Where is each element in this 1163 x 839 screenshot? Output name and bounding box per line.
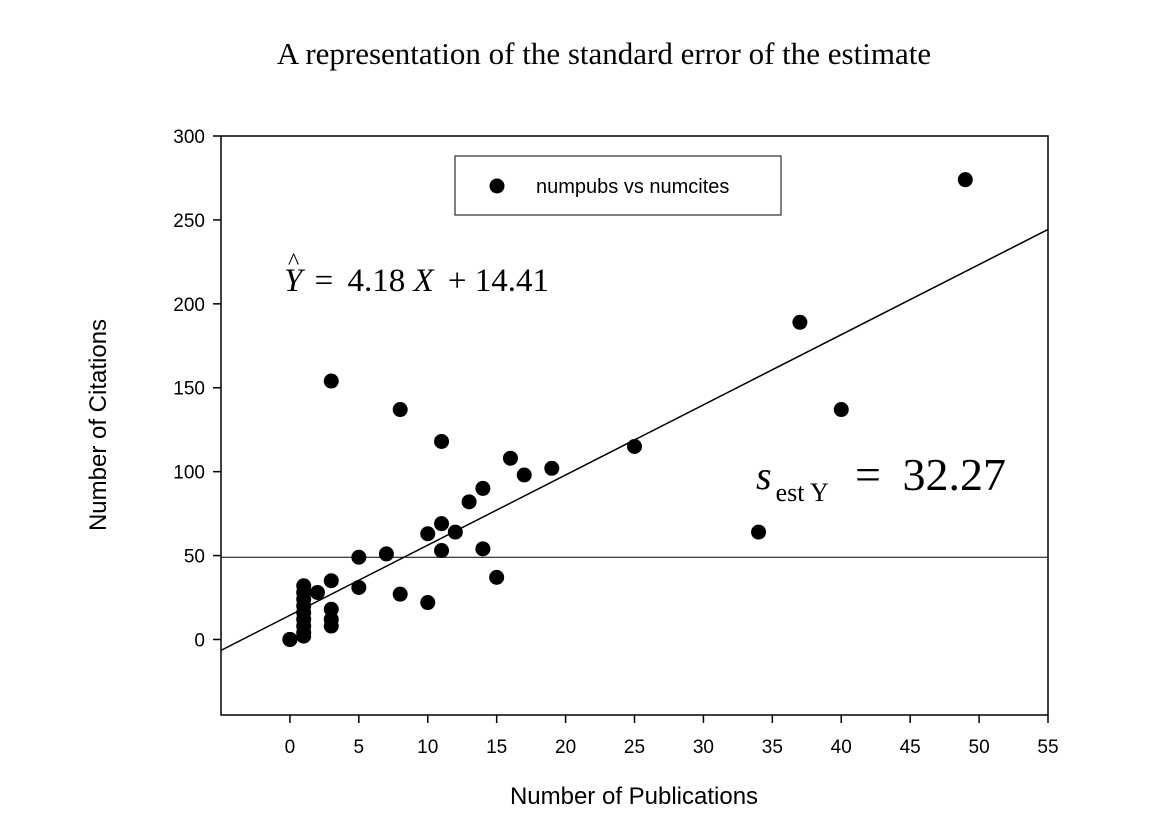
standard-error-value-text: = 32.27 bbox=[855, 449, 1006, 500]
data-point bbox=[323, 573, 339, 589]
data-point bbox=[420, 595, 436, 611]
regression-equation-text: Y = 4.18 X + 14.41 bbox=[284, 263, 549, 299]
data-point bbox=[489, 569, 505, 585]
standard-error-annotation: s est Y = 32.27 bbox=[756, 449, 1006, 507]
x-tick-label: 5 bbox=[354, 737, 365, 758]
x-tick-label: 15 bbox=[486, 737, 507, 758]
regression-equation-yhat: Y bbox=[284, 263, 306, 299]
data-point bbox=[475, 480, 491, 496]
data-point bbox=[475, 541, 491, 557]
regression-equation: ^ Y = 4.18 X + 14.41 bbox=[284, 249, 549, 299]
regression-equation-equals: = bbox=[315, 263, 334, 299]
data-point bbox=[420, 526, 436, 542]
x-tick-label: 25 bbox=[624, 737, 645, 758]
y-tick-label: 200 bbox=[173, 295, 205, 316]
y-axis-label: Number of Citations bbox=[85, 319, 112, 531]
data-point bbox=[296, 578, 312, 594]
x-axis: 0 5 10 15 20 25 30 35 40 45 50 55 bbox=[285, 715, 1059, 758]
y-tick-label: 300 bbox=[173, 127, 205, 148]
data-point bbox=[378, 546, 394, 562]
data-points bbox=[282, 172, 973, 647]
x-tick-label: 35 bbox=[762, 737, 783, 758]
y-axis: 0 50 100 150 200 250 300 bbox=[173, 127, 221, 651]
x-tick-label: 50 bbox=[969, 737, 990, 758]
data-point bbox=[516, 467, 532, 483]
data-point bbox=[461, 494, 477, 510]
regression-equation-coef: 4.18 bbox=[347, 263, 405, 299]
data-point bbox=[792, 314, 808, 330]
data-point bbox=[323, 601, 339, 617]
regression-equation-intercept: 14.41 bbox=[475, 263, 549, 299]
regression-equation-yhat-caret: ^ bbox=[288, 249, 299, 275]
y-tick-label: 50 bbox=[184, 547, 205, 568]
y-tick-label: 0 bbox=[194, 630, 205, 651]
y-tick-label: 250 bbox=[173, 211, 205, 232]
chart-title: A representation of the standard error o… bbox=[277, 36, 931, 71]
plot-area-frame bbox=[220, 135, 1049, 716]
standard-error-value: 32.27 bbox=[902, 449, 1006, 500]
x-tick-label: 20 bbox=[555, 737, 576, 758]
legend: numpubs vs numcites bbox=[454, 155, 782, 216]
data-point bbox=[392, 586, 408, 602]
legend-box bbox=[454, 155, 782, 216]
standard-error-symbol: s bbox=[756, 453, 772, 498]
data-point bbox=[833, 402, 849, 418]
data-point bbox=[957, 172, 973, 188]
legend-label: numpubs vs numcites bbox=[536, 176, 729, 198]
x-tick-label: 45 bbox=[900, 737, 921, 758]
standard-error-subscript: est Y bbox=[776, 478, 829, 507]
data-point bbox=[323, 373, 339, 389]
standard-error-text: s est Y bbox=[756, 453, 829, 507]
x-axis-label: Number of Publications bbox=[510, 783, 758, 810]
data-point bbox=[447, 524, 463, 540]
data-point bbox=[351, 549, 367, 565]
data-point bbox=[751, 524, 767, 540]
regression-equation-xvar: X bbox=[411, 263, 435, 299]
data-point bbox=[309, 584, 325, 600]
data-point bbox=[434, 433, 450, 449]
standard-error-equals: = bbox=[855, 449, 881, 500]
data-point bbox=[502, 450, 518, 466]
x-tick-label: 30 bbox=[693, 737, 714, 758]
data-point bbox=[351, 579, 367, 595]
x-tick-label: 10 bbox=[417, 737, 438, 758]
x-tick-label: 0 bbox=[285, 737, 296, 758]
data-point bbox=[434, 543, 450, 559]
data-point bbox=[392, 402, 408, 418]
data-point bbox=[282, 631, 298, 647]
regression-equation-plus: + bbox=[448, 263, 467, 299]
x-tick-label: 55 bbox=[1037, 737, 1058, 758]
x-tick-label: 40 bbox=[831, 737, 852, 758]
y-tick-label: 100 bbox=[173, 463, 205, 484]
data-point bbox=[627, 438, 642, 454]
y-tick-label: 150 bbox=[173, 379, 205, 400]
data-point bbox=[434, 516, 450, 532]
data-point bbox=[544, 460, 560, 476]
legend-marker bbox=[489, 178, 505, 194]
